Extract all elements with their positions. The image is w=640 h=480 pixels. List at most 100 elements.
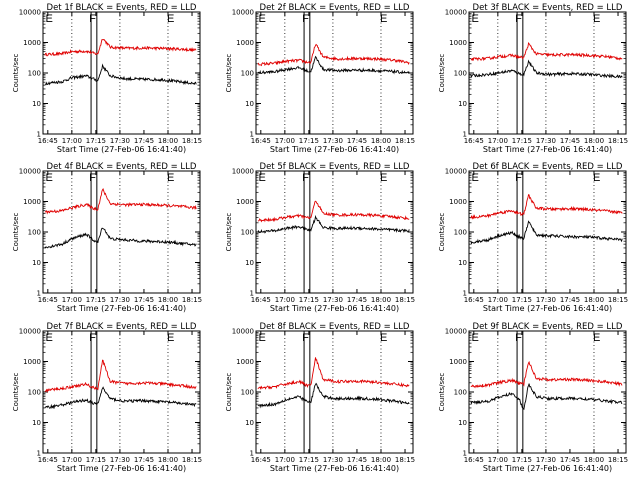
plot-frame xyxy=(468,170,627,294)
y-tick-label: 1 xyxy=(250,450,254,458)
panel-title: Det 8f BLACK = Events, RED = LLD xyxy=(260,322,410,332)
y-tick-label: 1000 xyxy=(449,358,467,366)
y-tick-label: 1 xyxy=(463,450,467,458)
x-tick-label: 18:15 xyxy=(182,137,202,145)
panel-title: Det 5f BLACK = Events, RED = LLD xyxy=(260,162,410,172)
y-tick-label: 1 xyxy=(37,450,41,458)
x-tick-label: 17:45 xyxy=(347,137,367,145)
x-tick-label: 16:45 xyxy=(464,137,484,145)
interval-marker-label: E xyxy=(167,332,174,344)
events-series-line xyxy=(257,382,410,409)
interval-marker-label: F xyxy=(302,332,309,344)
x-tick-label: 18:00 xyxy=(371,456,391,464)
x-tick-label: 17:00 xyxy=(62,456,82,464)
x-tick-label: 17:45 xyxy=(560,137,580,145)
x-tick-label: 16:45 xyxy=(251,137,271,145)
x-tick-label: 17:00 xyxy=(62,137,82,145)
panel-title: Det 2f BLACK = Events, RED = LLD xyxy=(260,3,410,13)
interval-marker-label: E xyxy=(45,332,52,344)
x-tick-label: 18:00 xyxy=(158,137,178,145)
events-series-line xyxy=(470,383,623,411)
y-tick-label: 1 xyxy=(250,290,254,298)
y-axis-label: Counts/sec xyxy=(225,373,233,412)
x-tick-label: 17:15 xyxy=(86,137,106,145)
interval-marker-label: E xyxy=(258,172,265,184)
y-tick-label: 1 xyxy=(250,131,254,139)
x-tick-label: 17:00 xyxy=(275,296,295,304)
x-tick-label: 17:15 xyxy=(512,296,532,304)
interval-marker-label: E xyxy=(471,13,478,25)
detector-panel-9: Det 9f BLACK = Events, RED = LLD 1 10 100 10… xyxy=(438,322,628,473)
y-tick-label: 10000 xyxy=(445,168,467,176)
y-tick-label: 10000 xyxy=(232,168,254,176)
x-tick-label: 18:00 xyxy=(158,456,178,464)
y-tick-label: 1000 xyxy=(23,39,41,47)
interval-marker-label: E xyxy=(258,13,265,25)
x-tick-label: 18:15 xyxy=(182,456,202,464)
lld-series-line xyxy=(257,357,410,390)
lld-series-line xyxy=(44,187,197,215)
plot-frame xyxy=(255,170,414,294)
y-tick-label: 10 xyxy=(32,259,41,267)
x-tick-label: 17:30 xyxy=(110,296,130,304)
x-tick-label: 18:15 xyxy=(182,296,202,304)
events-series-line xyxy=(257,55,410,75)
y-axis-label: Counts/sec xyxy=(12,213,20,252)
interval-marker-label: F xyxy=(89,13,96,25)
x-tick-label: 16:45 xyxy=(251,296,271,304)
x-tick-label: 18:00 xyxy=(371,296,391,304)
x-tick-label: 16:45 xyxy=(38,296,58,304)
x-tick-label: 18:15 xyxy=(395,296,415,304)
y-axis-label: Counts/sec xyxy=(438,213,446,252)
x-tick-label: 17:15 xyxy=(299,456,319,464)
x-tick-label: 17:00 xyxy=(62,296,82,304)
interval-marker-label: E xyxy=(45,172,52,184)
y-tick-label: 10000 xyxy=(19,168,41,176)
y-axis-label: Counts/sec xyxy=(12,373,20,412)
y-tick-label: 10000 xyxy=(445,328,467,336)
panel-title: Det 3f BLACK = Events, RED = LLD xyxy=(473,3,623,13)
plot-frame xyxy=(255,330,414,454)
x-tick-label: 16:45 xyxy=(251,456,271,464)
y-tick-label: 10000 xyxy=(19,9,41,17)
events-series-line xyxy=(44,227,197,249)
y-tick-label: 100 xyxy=(241,70,254,78)
x-axis-label: Start Time (27-Feb-06 16:41:40) xyxy=(270,304,399,313)
y-tick-label: 1000 xyxy=(236,198,254,206)
y-tick-label: 1000 xyxy=(449,198,467,206)
events-series-line xyxy=(470,220,623,245)
y-axis-label: Counts/sec xyxy=(225,213,233,252)
y-tick-label: 100 xyxy=(28,229,41,237)
x-axis-label: Start Time (27-Feb-06 16:41:40) xyxy=(57,304,186,313)
plot-frame xyxy=(42,330,201,454)
detector-panel-2: Det 2f BLACK = Events, RED = LLD 1 10 100 10… xyxy=(225,3,415,154)
x-tick-label: 17:30 xyxy=(536,296,556,304)
lld-series-line xyxy=(44,359,197,394)
x-tick-label: 18:15 xyxy=(395,456,415,464)
y-tick-label: 1 xyxy=(463,131,467,139)
interval-marker-label: F xyxy=(515,332,522,344)
x-tick-label: 16:45 xyxy=(464,456,484,464)
y-tick-label: 1 xyxy=(37,131,41,139)
y-tick-label: 10 xyxy=(32,419,41,427)
y-tick-label: 1000 xyxy=(23,198,41,206)
x-tick-label: 17:45 xyxy=(560,296,580,304)
x-tick-label: 18:00 xyxy=(584,137,604,145)
x-axis-label: Start Time (27-Feb-06 16:41:40) xyxy=(483,145,612,154)
panel-title: Det 1f BLACK = Events, RED = LLD xyxy=(47,3,197,13)
lld-series-line xyxy=(470,194,623,220)
x-tick-label: 17:30 xyxy=(110,137,130,145)
y-tick-label: 10 xyxy=(458,259,467,267)
x-axis-label: Start Time (27-Feb-06 16:41:40) xyxy=(483,464,612,473)
interval-marker-label: E xyxy=(258,332,265,344)
detector-panel-4: Det 4f BLACK = Events, RED = LLD 1 10 100 10… xyxy=(12,162,202,313)
y-tick-label: 1000 xyxy=(236,39,254,47)
x-tick-label: 18:00 xyxy=(584,456,604,464)
detector-panel-7: Det 7f BLACK = Events, RED = LLD 1 10 100 10… xyxy=(12,322,202,473)
x-tick-label: 16:45 xyxy=(38,456,58,464)
interval-marker-label: E xyxy=(380,332,387,344)
x-tick-label: 17:15 xyxy=(86,296,106,304)
panel-title: Det 7f BLACK = Events, RED = LLD xyxy=(47,322,197,332)
y-tick-label: 10000 xyxy=(19,328,41,336)
